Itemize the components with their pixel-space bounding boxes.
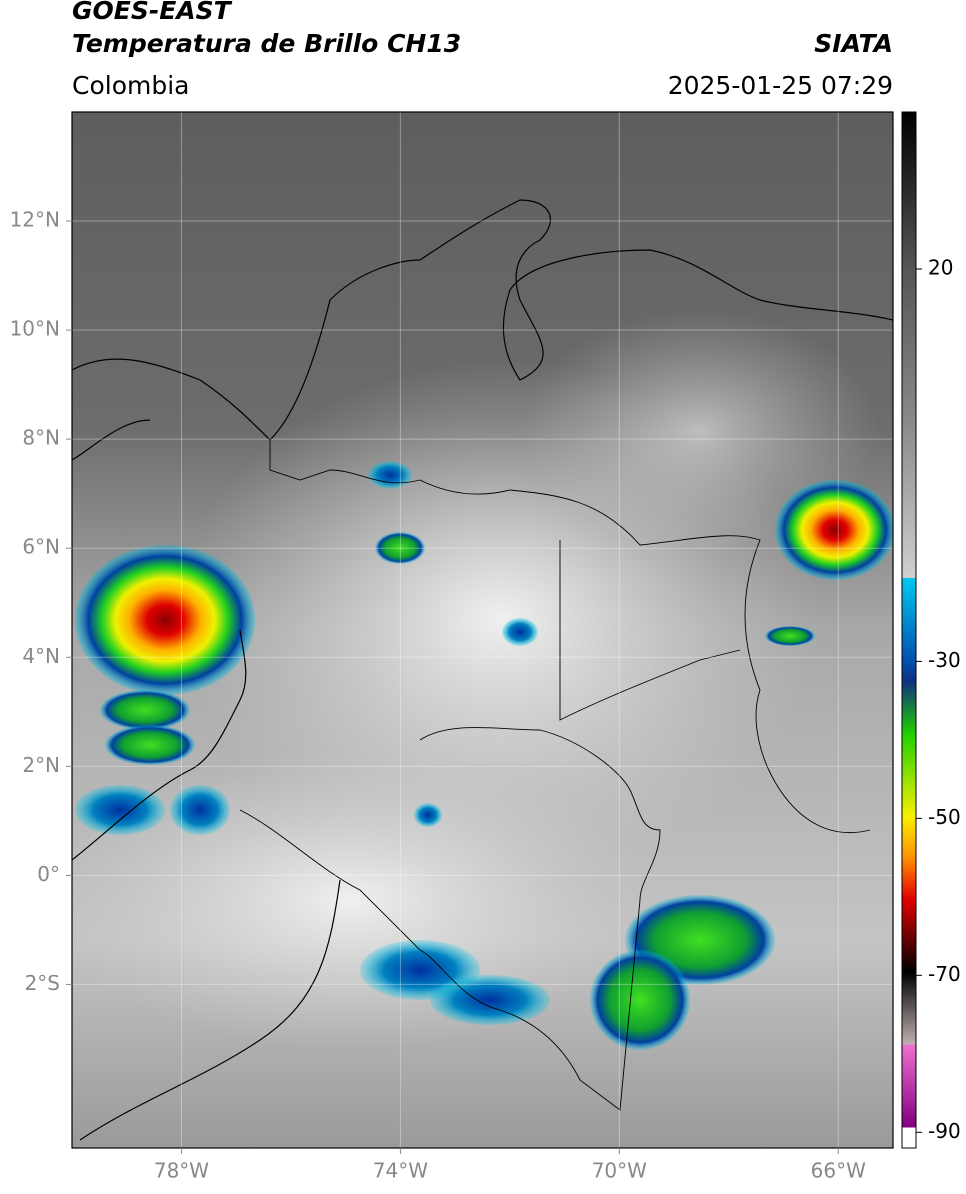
satellite-image	[72, 112, 893, 1148]
y-tick-label: 2°N	[22, 753, 60, 777]
subtitle: Temperatura de Brillo CH13	[72, 29, 461, 58]
region: Colombia	[72, 71, 189, 100]
y-tick-label: 12°N	[10, 208, 60, 232]
y-tick-label: 8°N	[22, 426, 60, 450]
y-tick-label: 2°S	[25, 971, 60, 995]
colorbar-tick-label: -50	[928, 805, 961, 829]
datetime: 2025-01-25 07:29	[668, 71, 893, 100]
x-tick-label: 66°W	[811, 1159, 866, 1183]
x-tick-label: 78°W	[154, 1159, 209, 1183]
source: SIATA	[814, 29, 893, 58]
colorbar-tick-label: -90	[928, 1119, 961, 1143]
colorbar-tick-label: -30	[928, 648, 961, 672]
colorbar-tick-label: 20	[928, 255, 953, 279]
y-tick-label: 6°N	[22, 535, 60, 559]
y-tick-label: 10°N	[10, 317, 60, 341]
colorbar	[901, 111, 917, 1149]
y-tick-label: 0°	[37, 862, 60, 886]
colorbar-tick-label: -70	[928, 962, 961, 986]
x-tick-label: 70°W	[592, 1159, 647, 1183]
y-tick-label: 4°N	[22, 644, 60, 668]
title: GOES-EAST	[72, 0, 233, 25]
map-frame	[71, 111, 894, 1149]
x-tick-label: 74°W	[373, 1159, 428, 1183]
grid	[72, 112, 893, 1148]
